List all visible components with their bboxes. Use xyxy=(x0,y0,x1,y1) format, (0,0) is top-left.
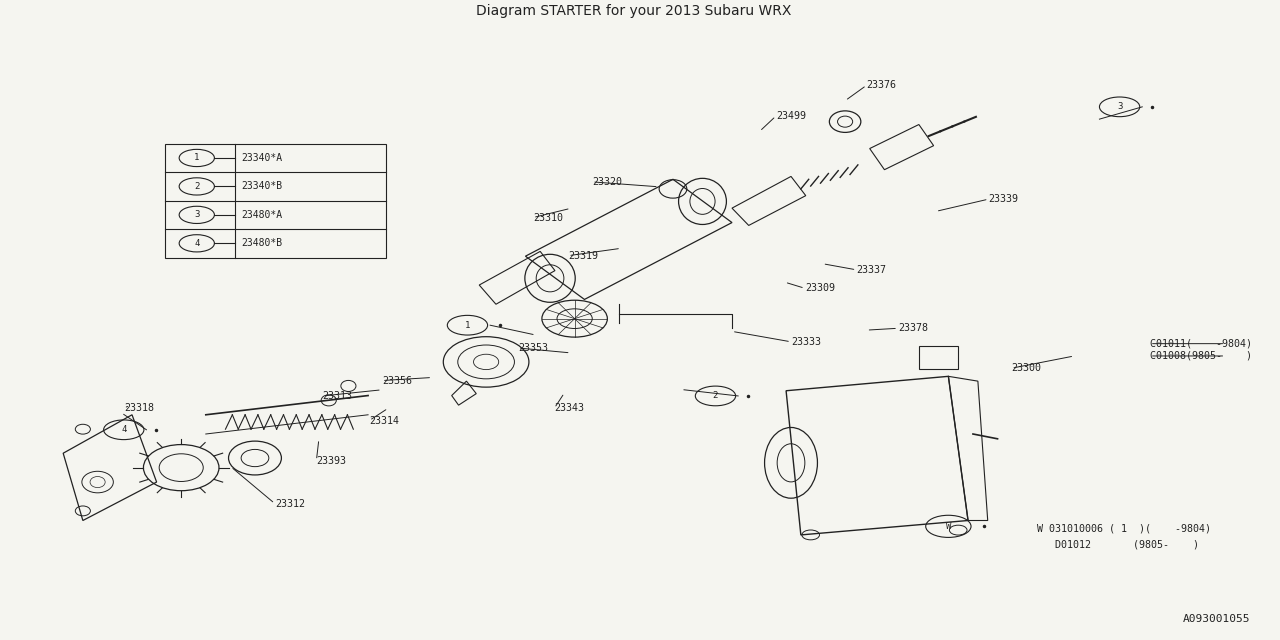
Bar xyxy=(165,144,385,257)
Text: 23376: 23376 xyxy=(867,80,896,90)
Text: 23353: 23353 xyxy=(518,343,548,353)
Text: 2: 2 xyxy=(713,392,718,401)
Text: 23314: 23314 xyxy=(369,415,399,426)
Text: A093001055: A093001055 xyxy=(1183,614,1251,623)
Text: 23499: 23499 xyxy=(776,111,806,121)
Text: 23340*A: 23340*A xyxy=(241,153,282,163)
Text: W: W xyxy=(946,522,951,531)
Text: 23333: 23333 xyxy=(791,337,820,347)
Text: 23319: 23319 xyxy=(568,251,598,260)
Text: D01012       (9805-    ): D01012 (9805- ) xyxy=(1056,540,1199,550)
Text: 23480*A: 23480*A xyxy=(241,210,282,220)
Text: 23300: 23300 xyxy=(1011,364,1042,373)
Text: 23320: 23320 xyxy=(593,177,622,187)
Text: 23309: 23309 xyxy=(805,284,835,293)
Text: 23310: 23310 xyxy=(532,212,563,223)
Text: C01011(    -9804): C01011( -9804) xyxy=(1149,339,1252,349)
Text: W 031010006 ( 1  )(    -9804): W 031010006 ( 1 )( -9804) xyxy=(1037,523,1211,533)
Text: 23313: 23313 xyxy=(323,391,353,401)
Text: 3: 3 xyxy=(1117,102,1123,111)
Text: 23318: 23318 xyxy=(124,403,154,413)
Text: 4: 4 xyxy=(122,425,127,435)
Title: Diagram STARTER for your 2013 Subaru WRX: Diagram STARTER for your 2013 Subaru WRX xyxy=(476,4,791,18)
Text: 3: 3 xyxy=(195,211,200,220)
Text: 2: 2 xyxy=(195,182,200,191)
Text: C01008(9805-    ): C01008(9805- ) xyxy=(1149,351,1252,361)
Text: 4: 4 xyxy=(195,239,200,248)
Text: 23339: 23339 xyxy=(988,194,1019,204)
Text: 1: 1 xyxy=(195,154,200,163)
Text: 23480*B: 23480*B xyxy=(241,238,282,248)
Text: 23393: 23393 xyxy=(316,456,347,465)
Text: 23356: 23356 xyxy=(381,376,412,385)
Text: 23343: 23343 xyxy=(554,403,585,413)
Text: 1: 1 xyxy=(465,321,470,330)
Text: 23312: 23312 xyxy=(275,499,305,509)
Text: 23337: 23337 xyxy=(856,265,887,275)
Text: 23378: 23378 xyxy=(899,323,928,333)
Bar xyxy=(919,346,959,369)
Text: 23340*B: 23340*B xyxy=(241,181,282,191)
